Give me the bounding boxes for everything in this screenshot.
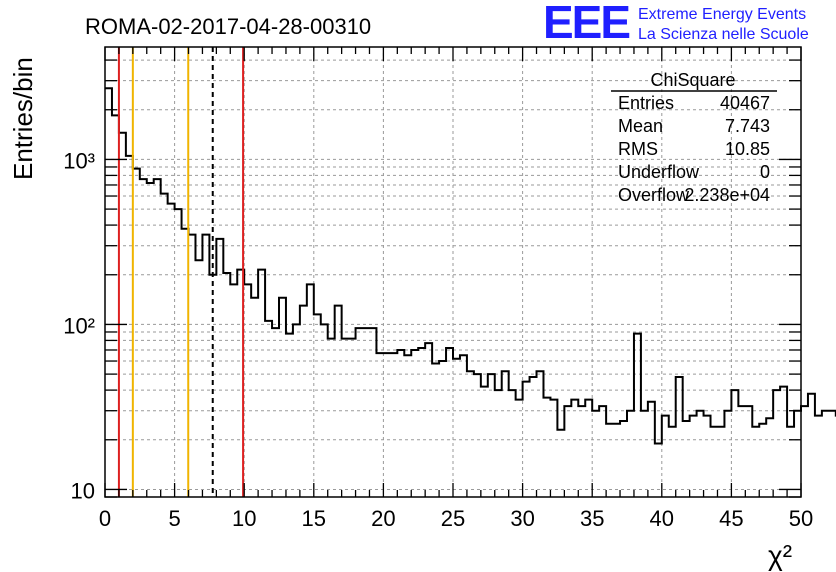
stats-header: ChiSquare (650, 70, 735, 90)
x-tick-label: 20 (371, 506, 395, 531)
x-tick-label: 5 (168, 506, 180, 531)
y-axis-label: Entries/bin (8, 57, 38, 180)
eee-logo-line2: La Scienza nelle Scuole (638, 26, 809, 43)
stats-overflow-value: 2.238e+04 (684, 185, 770, 205)
eee-logo-mark: EEE (543, 0, 631, 48)
x-tick-label: 10 (232, 506, 256, 531)
x-tick-label: 45 (719, 506, 743, 531)
x-tick-label: 0 (99, 506, 111, 531)
stats-underflow-value: 0 (760, 162, 770, 182)
stats-mean-value: 7.743 (725, 116, 770, 136)
y-tick-label: 10² (63, 313, 95, 338)
x-tick-label: 40 (650, 506, 674, 531)
eee-logo: EEE Extreme Energy Events La Scienza nel… (543, 0, 833, 48)
x-tick-label: 15 (302, 506, 326, 531)
stats-rms-value: 10.85 (725, 139, 770, 159)
stats-mean-label: Mean (618, 116, 663, 136)
reference-lines (117, 47, 245, 497)
stats-box: ChiSquare Entries 40467 Mean 7.743 RMS 1… (611, 70, 777, 205)
x-tick-label: 25 (441, 506, 465, 531)
stats-overflow-label: Overflow (618, 185, 690, 205)
x-tick-label: 35 (580, 506, 604, 531)
y-tick-labels: 10 10² 10³ (63, 148, 95, 503)
stats-entries-value: 40467 (720, 93, 770, 113)
eee-logo-line1: Extreme Energy Events (638, 6, 807, 23)
x-tick-labels: 0 5 10 15 20 25 30 35 40 45 50 (99, 506, 813, 531)
stats-rms-label: RMS (618, 139, 658, 159)
y-tick-label: 10 (71, 478, 95, 503)
stats-underflow-label: Underflow (618, 162, 700, 182)
x-axis-label: χ² (768, 540, 792, 571)
chart-title: ROMA-02-2017-04-28-00310 (85, 14, 371, 39)
x-tick-label: 50 (789, 506, 813, 531)
plot-frame (104, 46, 802, 498)
x-tick-label: 30 (510, 506, 534, 531)
histogram-series (105, 87, 836, 445)
stats-entries-label: Entries (618, 93, 674, 113)
y-tick-label: 10³ (63, 148, 95, 173)
grid (174, 47, 732, 497)
